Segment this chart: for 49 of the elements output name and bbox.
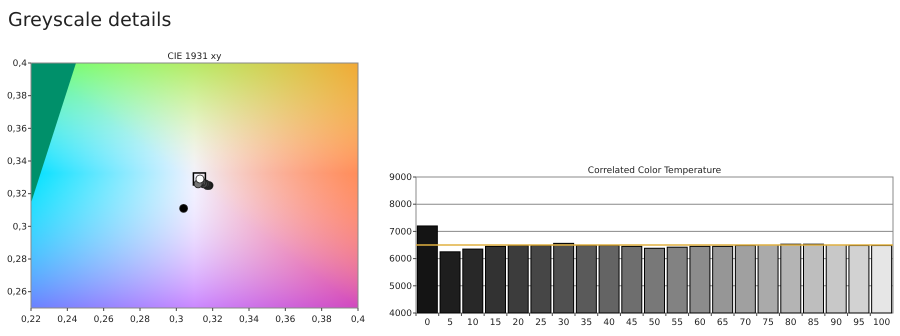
x-tick-label: 100 [873, 318, 890, 328]
x-tick-label: 40 [603, 318, 616, 328]
x-tick-label: 10 [467, 318, 479, 328]
y-tick-label: 0,26 [6, 288, 28, 298]
y-tick-label: 7000 [389, 227, 412, 238]
x-tick-label: 20 [512, 318, 524, 328]
x-tick-label: 0,26 [94, 315, 114, 325]
x-tick-label: 70 [740, 318, 752, 328]
chart-title: Correlated Color Temperature [588, 166, 722, 176]
x-tick-label: 0,3 [169, 315, 184, 325]
x-tick-label: 5 [447, 318, 453, 328]
x-tick-label: 15 [490, 318, 502, 328]
point [192, 172, 206, 186]
x-tick-label: 45 [626, 318, 638, 328]
y-tick-label: 0,4 [12, 59, 28, 69]
x-tick-label: 55 [671, 318, 683, 328]
y-tick-label: 0,34 [6, 157, 28, 167]
chart-title: Greyscale details [8, 9, 172, 31]
x-tick-label: 60 [694, 318, 706, 328]
x-tick-label: 50 [648, 318, 660, 328]
x-tick-label: 0,4 [350, 315, 366, 325]
y-tick-label: 0,32 [6, 190, 27, 200]
x-tick-label: 80 [785, 318, 797, 328]
y-tick-label: 4000 [389, 309, 412, 319]
y-tick-label: 8000 [389, 200, 412, 210]
x-tick-label: 0 [424, 318, 430, 328]
y-tick-label: 5000 [389, 282, 412, 292]
y-tick-label: 0,3 [12, 222, 27, 232]
x-tick-label: 0,24 [57, 315, 78, 325]
x-tick-label: 25 [535, 318, 547, 328]
y-tick-label: 0,38 [6, 92, 28, 102]
x-tick-label: 0,22 [20, 315, 42, 325]
x-tick-label: 30 [558, 318, 570, 328]
chart-subtitle: CIE 1931 xy [168, 52, 222, 62]
x-tick-label: 65 [716, 318, 728, 328]
x-tick-label: 0,32 [202, 315, 223, 325]
x-tick-label: 35 [580, 318, 592, 328]
x-tick-label: 95 [853, 318, 865, 328]
x-tick-label: 75 [762, 318, 774, 328]
x-tick-label: 0,34 [238, 315, 260, 325]
x-tick-label: 0,28 [130, 315, 150, 325]
x-tick-label: 0,38 [312, 315, 332, 325]
y-tick-label: 0,36 [6, 124, 28, 134]
x-tick-label: 0,36 [275, 315, 296, 325]
x-tick-label: 85 [808, 318, 820, 328]
y-tick-label: 0,28 [6, 255, 28, 265]
x-tick-label: 90 [830, 318, 842, 328]
y-tick-label: 9000 [389, 173, 412, 183]
y-tick-label: 6000 [389, 254, 412, 265]
